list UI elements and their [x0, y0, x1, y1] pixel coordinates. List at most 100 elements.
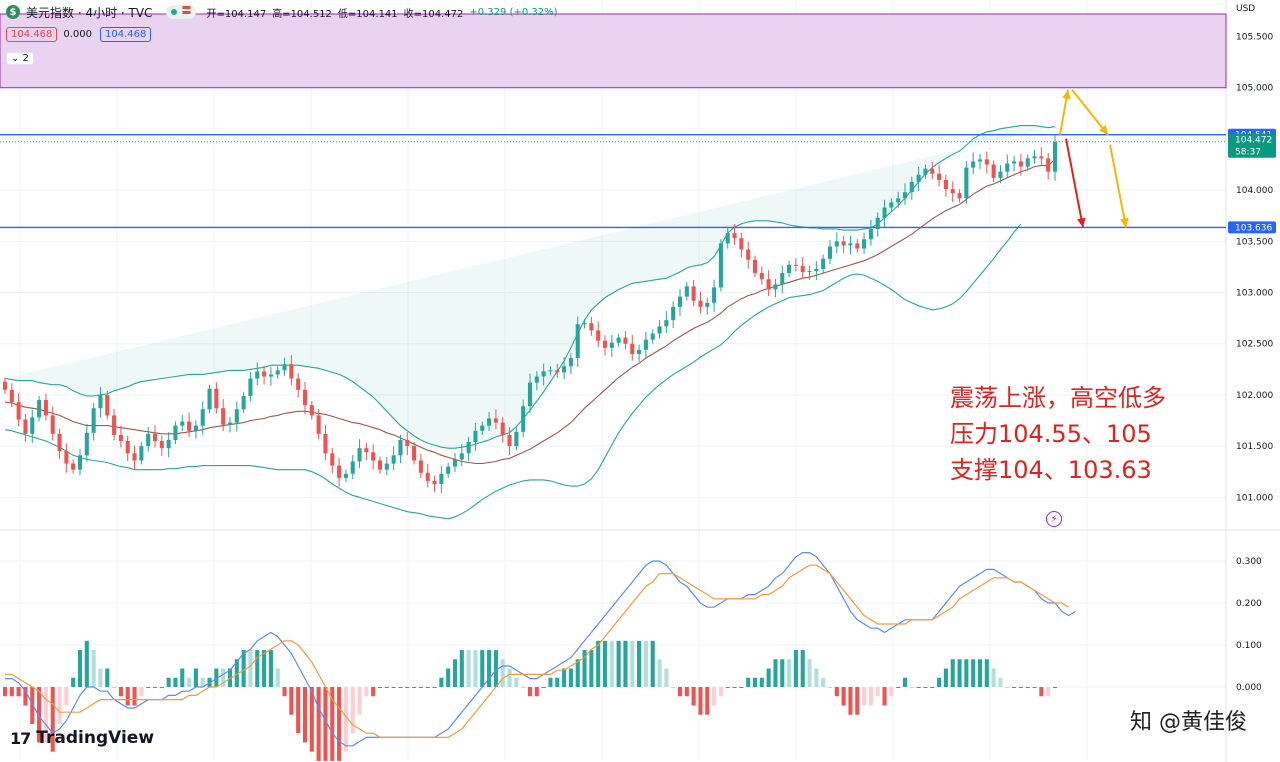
- histogram-bar: [480, 650, 485, 687]
- histogram-bar: [200, 677, 205, 687]
- histogram-bar: [91, 650, 96, 687]
- histogram-bar: [316, 687, 321, 761]
- candle-up: [657, 326, 662, 334]
- histogram-bar: [930, 687, 935, 688]
- histogram-bar: [132, 687, 137, 706]
- candle-down: [405, 439, 410, 447]
- lightning-icon[interactable]: ⚡: [1046, 511, 1062, 527]
- candle-down: [309, 405, 314, 416]
- histogram-bar: [991, 668, 996, 687]
- currency-label[interactable]: USD: [1236, 4, 1256, 14]
- arrow-head: [1098, 124, 1108, 135]
- candle-up: [664, 320, 669, 327]
- last-price-tag: 104.472: [1235, 136, 1272, 146]
- histogram-bar: [43, 687, 48, 743]
- histogram-bar: [964, 659, 969, 687]
- histogram-bar: [57, 687, 62, 724]
- price-tick-label: 101.500: [1236, 442, 1273, 452]
- candle-up: [527, 382, 533, 407]
- buy-button[interactable]: 104.468: [100, 27, 152, 42]
- candle-up: [487, 418, 492, 426]
- market-open-icon: [171, 9, 178, 15]
- histogram-bar: [112, 687, 117, 688]
- quote-row: 104.468 0.000 104.468: [6, 27, 152, 42]
- candle-up: [725, 233, 730, 244]
- histogram-bar: [1039, 687, 1044, 697]
- histogram-bar: [2, 687, 8, 697]
- histogram-bar: [84, 640, 89, 687]
- histogram-bar: [473, 650, 478, 687]
- support-price-tag: 103.636: [1235, 223, 1272, 233]
- last-price-tag-bg: [1228, 133, 1276, 158]
- candle-down: [296, 378, 301, 390]
- arrow-head: [1062, 89, 1071, 100]
- histogram-bar: [302, 687, 308, 743]
- histogram-bar: [937, 677, 942, 687]
- histogram-bar: [64, 687, 69, 706]
- market-status-pill[interactable]: 〓: [166, 5, 197, 19]
- macd-tick-label: 0.300: [1236, 557, 1262, 567]
- candle-up: [923, 168, 928, 175]
- histogram-bar: [889, 687, 894, 697]
- countdown-label: 58:37: [1235, 148, 1261, 158]
- candle-down: [159, 441, 164, 449]
- histogram-bar: [773, 659, 778, 687]
- histogram-bar: [534, 687, 539, 697]
- candle-up: [37, 400, 42, 418]
- symbol-title[interactable]: 美元指数 · 4小时 · TVC: [26, 5, 153, 20]
- tradingview-logo[interactable]: 17 TradingView: [10, 728, 154, 748]
- candle-up: [862, 239, 867, 249]
- histogram-bar: [657, 659, 662, 687]
- histogram-bar: [507, 668, 512, 687]
- candle-up: [1005, 163, 1010, 172]
- price-axis[interactable]: 105.500 105.000 104.000 103.500 103.000 102.5…: [1228, 33, 1276, 693]
- candle-up: [896, 198, 901, 203]
- candle-up: [1032, 156, 1037, 159]
- histogram-bar: [1032, 687, 1037, 688]
- candle-up: [787, 264, 792, 274]
- candle-down: [16, 402, 21, 420]
- arrow-head: [1077, 217, 1086, 228]
- candle-up: [173, 425, 178, 440]
- candle-up: [139, 446, 144, 461]
- histogram-bar: [98, 668, 103, 687]
- histogram-bar: [862, 687, 867, 706]
- candle-up: [548, 370, 553, 372]
- annotation-line-1: 震荡上涨，高空低多: [950, 384, 1166, 412]
- candle-down: [152, 433, 158, 442]
- indicator-toggle[interactable]: ⌄ 2: [6, 52, 34, 65]
- sell-button[interactable]: 104.468: [6, 27, 58, 42]
- histogram-bar: [555, 677, 560, 687]
- histogram-bar: [746, 677, 751, 687]
- histogram-bar: [732, 687, 737, 688]
- annotation-line-2: 压力104.55、105: [950, 420, 1152, 448]
- histogram-bar: [1018, 687, 1023, 688]
- histogram-bar: [289, 687, 294, 715]
- histogram-bar: [493, 650, 498, 687]
- candle-up: [780, 273, 785, 285]
- candle-down: [371, 452, 376, 461]
- histogram-bar: [848, 687, 853, 715]
- horizontal-lines[interactable]: [0, 134, 1226, 229]
- histogram-bar: [623, 640, 628, 687]
- histogram-bar: [159, 687, 164, 688]
- candle-up: [200, 409, 205, 426]
- candle-up: [677, 296, 683, 307]
- candle-up: [889, 202, 894, 208]
- candle-up: [521, 406, 526, 432]
- histogram-bar: [630, 640, 635, 687]
- histogram-bar: [241, 650, 246, 687]
- histogram-bar: [105, 668, 110, 687]
- candle-up: [241, 395, 246, 410]
- histogram-bar: [841, 687, 846, 706]
- histogram-bar: [350, 687, 355, 734]
- histogram-bar: [193, 668, 198, 687]
- histogram-bar: [234, 659, 239, 687]
- support-price-tag-bg: [1228, 221, 1276, 234]
- histogram-bar: [391, 687, 396, 688]
- candle-up: [1052, 141, 1058, 172]
- candle-down: [432, 480, 437, 485]
- histogram-bar: [527, 687, 533, 697]
- histogram-bar: [514, 677, 519, 687]
